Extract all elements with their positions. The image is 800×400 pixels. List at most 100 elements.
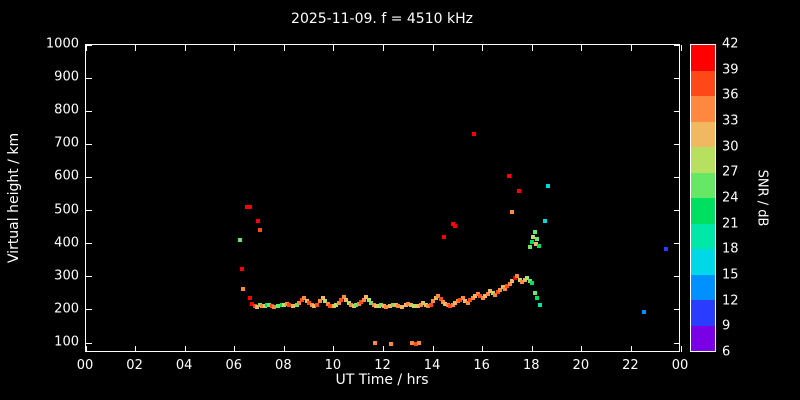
x-tick-label: 16 xyxy=(473,358,490,373)
x-tick-label: 10 xyxy=(324,358,342,373)
data-point xyxy=(240,266,245,271)
data-point xyxy=(255,304,260,309)
colorbar-tick-label: 33 xyxy=(722,113,739,129)
colorbar-segment xyxy=(691,325,715,351)
data-point xyxy=(309,302,314,307)
data-point xyxy=(465,300,470,305)
x-tick-mark xyxy=(85,45,87,51)
x-tick-mark xyxy=(432,45,434,51)
data-point xyxy=(480,296,485,301)
x-tick-mark xyxy=(283,45,285,51)
data-point xyxy=(341,295,346,300)
data-point xyxy=(455,299,460,304)
colorbar-segment xyxy=(691,274,715,300)
colorbar-segment xyxy=(691,249,715,275)
data-point xyxy=(294,302,299,307)
chart-title: 2025-11-09. f = 4510 kHz xyxy=(291,11,473,27)
y-tick-label: 400 xyxy=(54,235,79,251)
y-tick-mark xyxy=(86,210,92,212)
data-point xyxy=(267,303,272,308)
y-tick-mark xyxy=(86,243,92,245)
x-tick-label: 08 xyxy=(275,358,292,373)
data-point xyxy=(331,304,336,309)
data-point xyxy=(388,342,393,347)
data-point xyxy=(413,341,418,346)
data-point xyxy=(530,240,535,245)
y-tick-label: 500 xyxy=(54,202,79,218)
data-point xyxy=(391,302,396,307)
data-point xyxy=(369,300,374,305)
data-point xyxy=(250,301,255,306)
data-point xyxy=(498,287,503,292)
colorbar-tick-label: 15 xyxy=(722,267,739,283)
y-tick-mark xyxy=(674,243,680,245)
colorbar-label: SNR / dB xyxy=(754,169,770,227)
data-point xyxy=(506,173,511,178)
colorbar-segment xyxy=(691,70,715,96)
data-point xyxy=(527,279,532,284)
data-point xyxy=(664,246,669,251)
data-point xyxy=(531,235,536,240)
data-point xyxy=(336,300,341,305)
data-point xyxy=(291,303,295,308)
colorbar-segment xyxy=(691,45,715,71)
y-tick-mark xyxy=(86,44,92,46)
data-point xyxy=(237,238,242,243)
colorbar-segment xyxy=(691,96,715,122)
y-tick-label: 1000 xyxy=(45,36,79,52)
y-tick-mark xyxy=(674,309,680,311)
colorbar-tick-label: 39 xyxy=(722,62,739,78)
x-axis-label: UT Time / hrs xyxy=(335,372,429,388)
data-point xyxy=(376,303,381,308)
data-point xyxy=(372,341,377,346)
data-point xyxy=(356,301,361,306)
data-point xyxy=(510,279,515,284)
data-point xyxy=(406,301,411,306)
data-point xyxy=(512,276,517,281)
y-tick-label: 600 xyxy=(54,168,79,184)
data-point xyxy=(359,300,364,305)
data-point xyxy=(241,287,246,292)
data-point xyxy=(433,296,438,301)
data-point xyxy=(416,303,421,308)
colorbar-segment xyxy=(691,223,715,249)
data-point xyxy=(276,303,281,308)
data-point xyxy=(483,294,488,299)
x-tick-label: 00 xyxy=(671,358,689,373)
data-point xyxy=(417,341,422,346)
colorbar-tick-label: 12 xyxy=(722,293,739,309)
x-tick-mark xyxy=(581,45,583,51)
y-tick-label: 900 xyxy=(54,69,79,85)
x-tick-mark xyxy=(482,45,484,51)
y-tick-label: 800 xyxy=(54,102,79,118)
data-point xyxy=(546,183,551,188)
x-tick-label: 20 xyxy=(572,358,590,373)
data-point xyxy=(505,284,510,289)
x-tick-mark xyxy=(680,346,682,352)
x-tick-mark xyxy=(581,346,583,352)
data-point xyxy=(516,188,521,193)
data-point xyxy=(282,302,287,307)
data-point xyxy=(532,230,537,235)
data-point xyxy=(426,303,431,308)
data-point xyxy=(500,285,505,290)
data-point xyxy=(436,294,441,299)
data-point xyxy=(530,281,535,286)
plot-area xyxy=(85,44,682,352)
data-point xyxy=(442,235,447,240)
y-tick-label: 300 xyxy=(54,268,79,284)
x-tick-mark xyxy=(383,45,384,51)
x-tick-mark xyxy=(333,45,335,51)
x-tick-mark xyxy=(135,346,137,352)
data-point xyxy=(371,302,376,307)
data-point xyxy=(450,221,455,226)
data-point xyxy=(532,291,537,296)
x-tick-mark xyxy=(432,346,434,352)
data-point xyxy=(374,303,379,308)
y-tick-mark xyxy=(86,342,92,344)
y-tick-mark xyxy=(674,176,680,178)
data-point xyxy=(248,204,253,209)
data-point xyxy=(542,218,547,223)
x-tick-mark xyxy=(283,346,285,352)
x-tick-mark xyxy=(482,346,484,352)
